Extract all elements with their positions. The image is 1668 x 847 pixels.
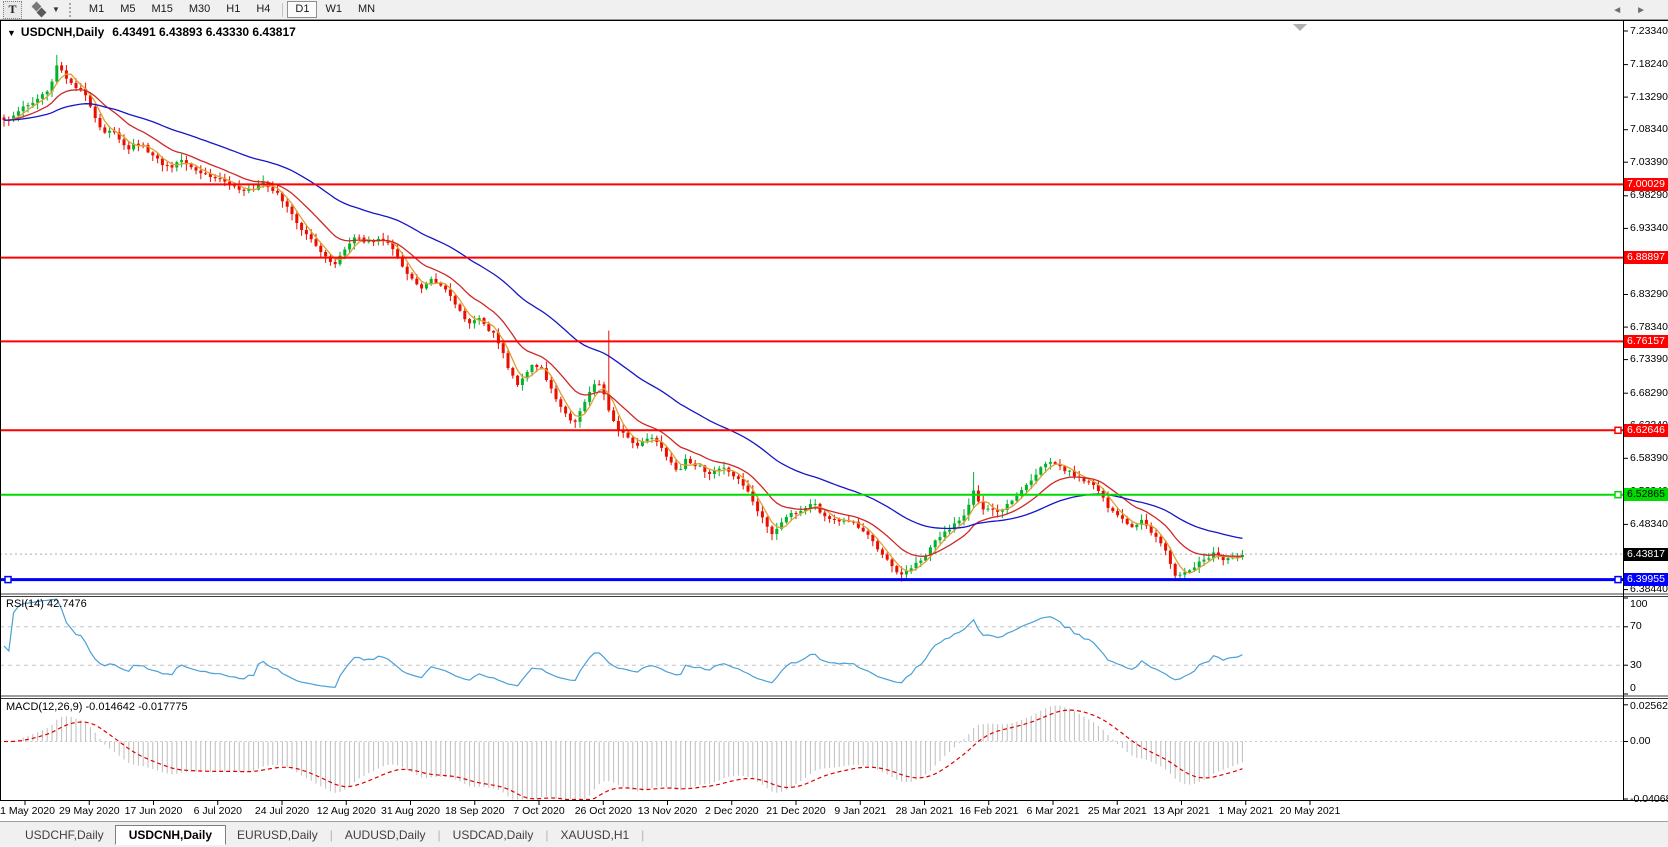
macd-axis-tick: 0.00 <box>1630 735 1651 747</box>
date-axis-label: 24 Jul 2020 <box>254 805 310 817</box>
date-axis-label: 26 Oct 2020 <box>574 805 632 817</box>
timeframe-button-h4[interactable]: H4 <box>256 3 271 15</box>
date-axis-label: 6 Mar 2021 <box>1026 805 1080 817</box>
hline-price-label: 7.00029 <box>1624 177 1668 191</box>
date-axis-label: 12 Aug 2020 <box>316 805 376 817</box>
dropdown-caret-icon[interactable]: ▼ <box>52 5 60 14</box>
tab-divider: | <box>545 827 549 842</box>
timeframe-buttons: M1 M5 M15 M30 H1 H4 D1 W1 MN <box>81 1 383 18</box>
price-axis-tick: 6.68290 <box>1630 386 1668 399</box>
chart-tab-usdcnh[interactable]: USDCNH,Daily <box>114 824 227 845</box>
date-axis-label: 29 May 2020 <box>58 805 120 817</box>
date-axis-label: 7 Oct 2020 <box>513 805 565 817</box>
price-axis-tick: 7.23340 <box>1630 24 1668 37</box>
rsi-axis-tick: 0 <box>1630 681 1636 694</box>
date-axis-label: 13 Apr 2021 <box>1153 805 1210 817</box>
toolbar: T ▼ M1 M5 M15 M30 H1 H4 D1 W1 MN <box>0 0 1668 20</box>
price-axis-tick: 6.73390 <box>1630 353 1668 366</box>
date-axis-label: 13 Nov 2020 <box>637 805 698 817</box>
toolbar-grip[interactable] <box>68 2 74 17</box>
rsi-axis-tick: 70 <box>1630 620 1642 633</box>
chart-shift-marker <box>1293 24 1307 31</box>
timeframe-button-d1[interactable]: D1 <box>287 1 318 18</box>
date-axis-label: 6 Jul 2020 <box>193 805 243 817</box>
current-price-label: 6.43817 <box>1624 547 1668 561</box>
text-tool-button[interactable]: T <box>3 0 22 19</box>
price-axis-tick: 6.38440 <box>1630 583 1668 596</box>
price-axis-tick: 6.78340 <box>1630 320 1668 333</box>
date-axis-label: 20 May 2021 <box>1279 805 1341 817</box>
tab-divider: | <box>641 827 645 842</box>
timeframe-button-mn[interactable]: MN <box>357 3 376 15</box>
price-axis-tick: 7.08340 <box>1630 123 1668 136</box>
date-axis-label: 1 May 2021 <box>1218 805 1274 817</box>
rsi-axis-tick: 100 <box>1630 597 1648 610</box>
hline-price-label: 6.76157 <box>1624 334 1668 348</box>
date-axis-label: 18 Sep 2020 <box>445 805 505 817</box>
timeframe-button-w1[interactable]: W1 <box>325 3 342 15</box>
chart-tab-bar: USDCHF,Daily USDCNH,Daily EURUSD,Daily | AUD… <box>0 821 1668 847</box>
date-axis-label: 2 Dec 2020 <box>704 805 759 817</box>
hline-price-label: 6.39955 <box>1624 573 1668 587</box>
date-axis-label: 11 May 2020 <box>0 805 55 817</box>
price-axis-tick: 6.58390 <box>1630 451 1668 464</box>
date-axis-label: 31 Aug 2020 <box>381 805 440 817</box>
tab-scroll-left-icon[interactable]: ◄ <box>1612 5 1637 16</box>
macd-axis-tick: 0.025623 <box>1630 699 1668 712</box>
collapse-triangle-icon[interactable]: ▼ <box>7 28 16 38</box>
price-axis-tick: 6.83290 <box>1630 288 1668 300</box>
tab-scroll-arrows: ◄► <box>1612 5 1660 16</box>
chart-ohlc-values: 6.43491 6.43893 6.43330 6.43817 <box>112 25 296 39</box>
timeframe-button-m15[interactable]: M15 <box>151 3 173 15</box>
price-axis-tick: 6.98290 <box>1630 189 1668 202</box>
tab-scroll-right-icon[interactable]: ► <box>1636 5 1660 16</box>
date-axis-label: 28 Jan 2021 <box>895 805 954 817</box>
price-axis-tick: 6.93340 <box>1630 221 1668 234</box>
hline-price-label: 6.88897 <box>1624 251 1668 265</box>
date-axis-label: 17 Jun 2020 <box>124 805 183 817</box>
price-axis-tick: 7.18240 <box>1630 58 1668 71</box>
tab-divider: | <box>437 827 441 842</box>
chart-tab-usdcad[interactable]: USDCAD,Daily <box>452 827 534 842</box>
macd-label: MACD(12,26,9) -0.014642 -0.017775 <box>6 701 188 713</box>
date-axis-label: 9 Jan 2021 <box>834 805 887 817</box>
date-axis-label: 21 Dec 2020 <box>766 805 826 817</box>
rsi-label: RSI(14) 42.7476 <box>6 598 87 610</box>
chart-title: ▼ USDCNH,Daily 6.43491 6.43893 6.43330 6.4… <box>7 25 296 39</box>
timeframe-button-h1[interactable]: H1 <box>226 3 241 15</box>
rsi-axis-tick: 30 <box>1630 658 1642 671</box>
hline-price-label: 6.62646 <box>1624 423 1668 437</box>
date-axis-label: 16 Feb 2021 <box>959 805 1019 817</box>
price-axis-tick: 7.13290 <box>1630 90 1668 103</box>
toolbar-separator <box>282 2 284 17</box>
date-axis-label: 25 Mar 2021 <box>1087 805 1147 817</box>
timeframe-button-m1[interactable]: M1 <box>88 3 105 15</box>
macd-axis-tick: -0.04068 <box>1630 793 1668 806</box>
chart-tab-usdchf[interactable]: USDCHF,Daily <box>25 827 104 842</box>
price-axis-tick: 7.03390 <box>1630 155 1668 168</box>
price-axis-tick: 6.48340 <box>1630 517 1668 530</box>
hline-price-label: 6.52865 <box>1624 488 1668 502</box>
chart-tab-xauusd[interactable]: XAUUSD,H1 <box>560 827 630 842</box>
timeframe-button-m5[interactable]: M5 <box>120 3 136 15</box>
chart-tab-audusd[interactable]: AUDUSD,Daily <box>344 827 426 842</box>
tab-divider: | <box>329 827 333 842</box>
timeframe-button-m30[interactable]: M30 <box>188 3 211 15</box>
chart-symbol-label: USDCNH,Daily <box>20 25 105 39</box>
chart-tab-eurusd[interactable]: EURUSD,Daily <box>237 827 318 842</box>
